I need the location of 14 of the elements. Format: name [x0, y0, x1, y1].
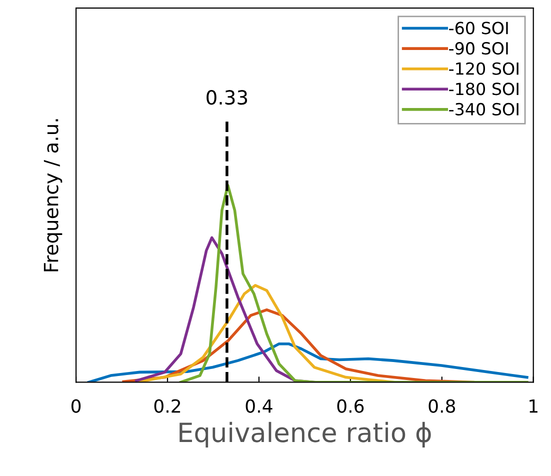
x-tick-label: 0.8: [428, 399, 456, 413]
legend-label: -60 SOI: [449, 22, 508, 34]
legend-label: -180 SOI: [449, 82, 518, 96]
x-tick-label: 0.2: [154, 399, 180, 413]
y-axis-title: Frequency / a.u.: [44, 119, 62, 272]
legend-label: -340 SOI: [449, 102, 518, 116]
x-tick-label: 1: [530, 399, 538, 413]
ref-line-label: 0.33: [206, 90, 248, 105]
x-tick-label: 0.6: [337, 399, 364, 413]
legend-label: -90 SOI: [449, 42, 508, 55]
x-tick-label: 0.4: [246, 399, 272, 413]
x-tick-label: 0: [71, 399, 81, 413]
x-axis-title: Equivalence ratio ϕ: [180, 422, 431, 448]
legend-label: -120 SOI: [449, 62, 518, 75]
